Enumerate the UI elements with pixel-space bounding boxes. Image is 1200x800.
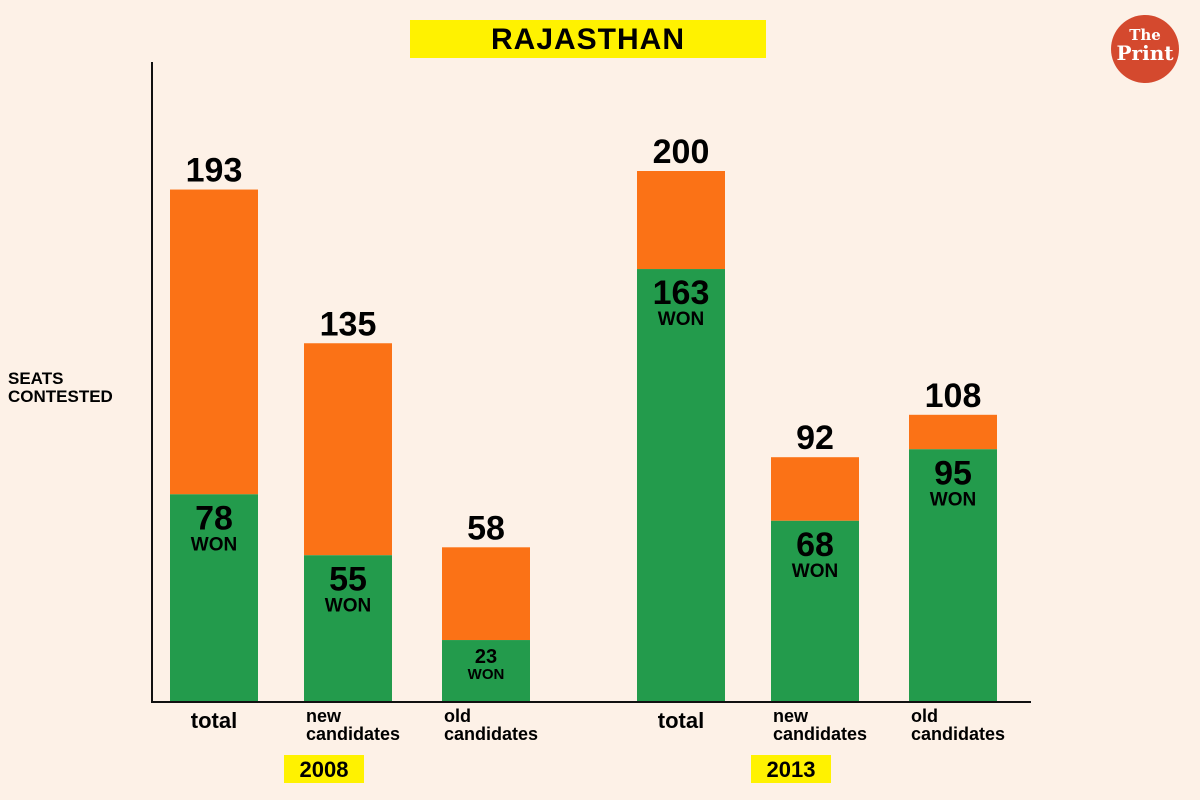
contested-value-label: 92: [796, 419, 834, 457]
won-text-label: WON: [930, 489, 976, 510]
won-text-label: WON: [468, 666, 505, 683]
category-label: candidates: [911, 724, 1005, 744]
won-bar: [909, 449, 997, 701]
chart-title: RAJASTHAN: [410, 20, 766, 58]
theprint-logo: The Print: [1111, 15, 1179, 83]
won-text-label: WON: [792, 561, 838, 582]
category-label: total: [658, 708, 704, 733]
contested-bar: [304, 343, 392, 556]
category-label: old: [911, 706, 938, 726]
contested-value-label: 193: [186, 152, 243, 190]
won-value-label: 55: [329, 560, 367, 598]
won-text-label: WON: [325, 595, 371, 616]
won-bar: [170, 494, 258, 701]
contested-value-label: 108: [925, 377, 982, 415]
won-bar: [771, 520, 859, 701]
contested-bar: [637, 171, 725, 270]
category-label: candidates: [444, 724, 538, 744]
contested-value-label: 58: [467, 509, 505, 547]
won-bar: [637, 269, 725, 701]
won-value-label: 163: [653, 274, 710, 312]
contested-bar: [909, 414, 997, 450]
won-value-label: 23: [475, 646, 497, 668]
y-axis-label: SEATS CONTESTED: [8, 369, 113, 406]
won-bar: [304, 555, 392, 701]
year-label-2008: 2008: [284, 755, 364, 783]
won-value-label: 68: [796, 526, 834, 564]
won-text-label: WON: [658, 309, 704, 330]
category-label: old: [444, 706, 471, 726]
contested-value-label: 135: [320, 305, 377, 343]
category-label: candidates: [773, 724, 867, 744]
category-label: total: [191, 708, 237, 733]
contested-bar: [442, 547, 530, 641]
year-label-2013: 2013: [751, 755, 831, 783]
contested-bar: [170, 189, 258, 495]
category-label: candidates: [306, 724, 400, 744]
won-bar: [442, 640, 530, 701]
won-text-label: WON: [191, 534, 237, 555]
category-label: new: [306, 706, 342, 726]
won-value-label: 95: [934, 454, 972, 492]
contested-value-label: 200: [653, 133, 710, 171]
category-label: new: [773, 706, 809, 726]
won-value-label: 78: [195, 499, 233, 537]
contested-bar: [771, 457, 859, 521]
